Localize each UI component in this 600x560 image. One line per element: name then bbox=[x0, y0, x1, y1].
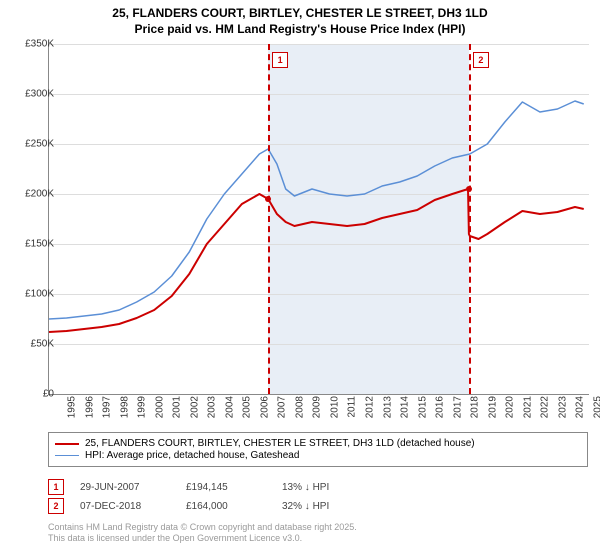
copyright-line-1: Contains HM Land Registry data © Crown c… bbox=[48, 522, 357, 533]
legend-text: 25, FLANDERS COURT, BIRTLEY, CHESTER LE … bbox=[85, 438, 475, 449]
transaction-number: 1 bbox=[48, 479, 64, 495]
x-tick-label: 2015 bbox=[417, 396, 428, 418]
transaction-row: 1 29-JUN-2007 £194,145 13% ↓ HPI bbox=[48, 479, 588, 495]
title-line-2: Price paid vs. HM Land Registry's House … bbox=[0, 22, 600, 38]
copyright-line-2: This data is licensed under the Open Gov… bbox=[48, 533, 357, 544]
x-tick-label: 2022 bbox=[540, 396, 551, 418]
marker-number: 2 bbox=[473, 52, 489, 68]
y-tick-label: £100K bbox=[25, 289, 54, 300]
marker-number: 1 bbox=[272, 52, 288, 68]
x-tick-label: 2010 bbox=[329, 396, 340, 418]
transaction-date: 29-JUN-2007 bbox=[80, 482, 170, 493]
transaction-table: 1 29-JUN-2007 £194,145 13% ↓ HPI 2 07-DEC-201… bbox=[48, 476, 588, 517]
x-tick-label: 2019 bbox=[487, 396, 498, 418]
x-tick-label: 2002 bbox=[189, 396, 200, 418]
copyright: Contains HM Land Registry data © Crown c… bbox=[48, 522, 357, 545]
x-tick-label: 2006 bbox=[259, 396, 270, 418]
transaction-price: £194,145 bbox=[186, 482, 266, 493]
x-tick-label: 2000 bbox=[154, 396, 165, 418]
marker-dot bbox=[265, 196, 271, 202]
title-line-1: 25, FLANDERS COURT, BIRTLEY, CHESTER LE … bbox=[0, 6, 600, 22]
x-tick-label: 2021 bbox=[522, 396, 533, 418]
x-tick-label: 2020 bbox=[505, 396, 516, 418]
x-tick-label: 2004 bbox=[224, 396, 235, 418]
x-tick-label: 2017 bbox=[452, 396, 463, 418]
transaction-pct: 32% ↓ HPI bbox=[282, 501, 382, 512]
transaction-date: 07-DEC-2018 bbox=[80, 501, 170, 512]
transaction-price: £164,000 bbox=[186, 501, 266, 512]
y-tick-label: £200K bbox=[25, 189, 54, 200]
transaction-row: 2 07-DEC-2018 £164,000 32% ↓ HPI bbox=[48, 498, 588, 514]
legend-item: 25, FLANDERS COURT, BIRTLEY, CHESTER LE … bbox=[55, 438, 581, 449]
x-tick-label: 1995 bbox=[66, 396, 77, 418]
chart-title: 25, FLANDERS COURT, BIRTLEY, CHESTER LE … bbox=[0, 0, 600, 37]
series-line bbox=[49, 101, 584, 319]
x-tick-label: 2023 bbox=[557, 396, 568, 418]
x-tick-label: 1999 bbox=[136, 396, 147, 418]
marker-line bbox=[268, 44, 270, 394]
x-tick-label: 2016 bbox=[434, 396, 445, 418]
x-tick-label: 2024 bbox=[575, 396, 586, 418]
series-line bbox=[49, 189, 584, 332]
legend-item: HPI: Average price, detached house, Gate… bbox=[55, 450, 581, 461]
x-tick-label: 2011 bbox=[346, 396, 357, 418]
x-tick-label: 2025 bbox=[592, 396, 600, 418]
x-tick-label: 1996 bbox=[84, 396, 95, 418]
x-tick-label: 2001 bbox=[171, 396, 182, 418]
x-tick-label: 2018 bbox=[469, 396, 480, 418]
legend: 25, FLANDERS COURT, BIRTLEY, CHESTER LE … bbox=[48, 432, 588, 467]
y-tick-label: £350K bbox=[25, 39, 54, 50]
marker-dot bbox=[466, 186, 472, 192]
y-tick-label: £150K bbox=[25, 239, 54, 250]
x-tick-label: 2014 bbox=[399, 396, 410, 418]
plot-area: 12 bbox=[48, 44, 589, 395]
x-tick-label: 1997 bbox=[101, 396, 112, 418]
y-tick-label: £50K bbox=[31, 339, 54, 350]
legend-text: HPI: Average price, detached house, Gate… bbox=[85, 450, 299, 461]
line-layer bbox=[49, 44, 589, 394]
x-tick-label: 2009 bbox=[312, 396, 323, 418]
x-tick-label: 1998 bbox=[119, 396, 130, 418]
x-tick-label: 2007 bbox=[277, 396, 288, 418]
y-tick-label: £250K bbox=[25, 139, 54, 150]
legend-swatch bbox=[55, 455, 79, 457]
legend-swatch bbox=[55, 443, 79, 445]
x-tick-label: 2003 bbox=[207, 396, 218, 418]
transaction-number: 2 bbox=[48, 498, 64, 514]
x-tick-label: 2013 bbox=[382, 396, 393, 418]
chart-container: 25, FLANDERS COURT, BIRTLEY, CHESTER LE … bbox=[0, 0, 600, 560]
transaction-pct: 13% ↓ HPI bbox=[282, 482, 382, 493]
x-tick-label: 2012 bbox=[364, 396, 375, 418]
x-tick-label: 2008 bbox=[294, 396, 305, 418]
y-tick-label: £300K bbox=[25, 89, 54, 100]
marker-line bbox=[469, 44, 471, 394]
y-tick-label: £0 bbox=[43, 389, 54, 400]
x-tick-label: 2005 bbox=[242, 396, 253, 418]
